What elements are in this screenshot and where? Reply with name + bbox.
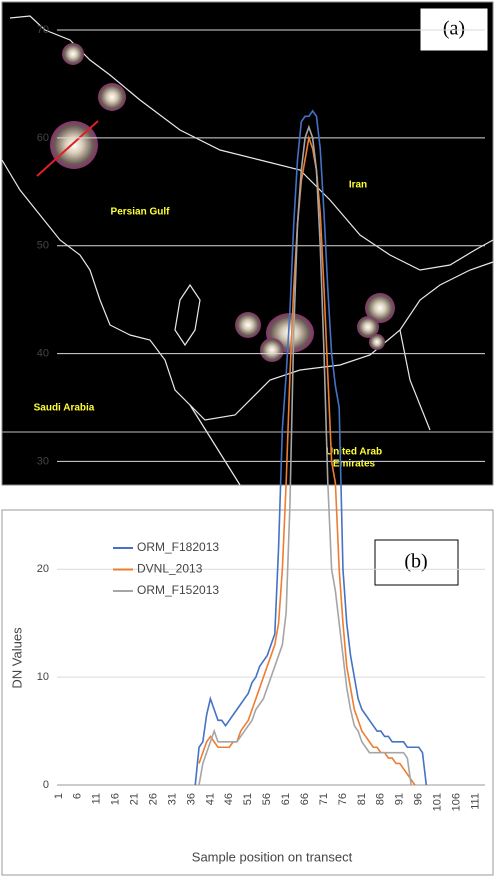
x-tick-label: 71 xyxy=(318,793,330,805)
map-label: Iran xyxy=(349,180,367,191)
light xyxy=(369,334,385,350)
x-tick-label: 1 xyxy=(53,793,65,799)
transect xyxy=(36,120,99,177)
coast-north xyxy=(9,15,494,271)
x-tick-label: 6 xyxy=(72,793,84,799)
x-tick-label: 76 xyxy=(337,793,349,805)
legend-label: ORM_F182013 xyxy=(137,540,219,554)
panel-label: (b) xyxy=(404,551,427,573)
panel-label-box xyxy=(374,539,459,586)
coast-south xyxy=(1,159,494,421)
y-tick-label: 20 xyxy=(37,563,49,575)
x-tick-label: 101 xyxy=(432,793,444,811)
legend-label: ORM_F152013 xyxy=(137,583,219,597)
map-label: Saudi Arabia xyxy=(34,403,95,414)
coastlines xyxy=(1,15,494,486)
border-oman xyxy=(399,329,431,431)
light xyxy=(98,83,126,111)
x-tick-label: 26 xyxy=(147,793,159,805)
x-tick-label: 106 xyxy=(450,793,462,811)
lights xyxy=(50,43,395,362)
map-label: Persian Gulf xyxy=(111,207,171,218)
x-axis-label: Sample position on transect xyxy=(192,849,353,864)
y-axis-label: DN Values xyxy=(9,627,24,689)
series-line xyxy=(194,109,428,786)
y-tick-label: 40 xyxy=(37,347,49,359)
map-panel: (a) Iran Persian Gulf Saudi Arabia Unite… xyxy=(1,1,494,486)
x-tick-label: 21 xyxy=(129,793,141,805)
x-tick-label: 46 xyxy=(223,793,235,805)
panel-label: (a) xyxy=(443,18,465,40)
x-tick-label: 31 xyxy=(166,793,178,805)
x-tick-label: 41 xyxy=(204,793,216,805)
light xyxy=(260,338,284,362)
map-background xyxy=(1,1,494,486)
y-tick-label: 10 xyxy=(37,671,49,683)
light xyxy=(365,293,395,323)
x-tick-label: 51 xyxy=(242,793,254,805)
light xyxy=(235,312,261,338)
series-line xyxy=(198,124,412,786)
x-tick-label: 11 xyxy=(91,793,103,804)
y-tick-label: 0 xyxy=(43,779,49,791)
x-tick-label: 111 xyxy=(469,793,481,810)
border-saudi xyxy=(189,404,241,486)
x-tick-label: 81 xyxy=(356,793,368,805)
x-tick-label: 56 xyxy=(261,793,273,805)
map-label: Emirates xyxy=(333,459,376,470)
x-tick-label: 91 xyxy=(394,793,406,805)
x-tick-label: 61 xyxy=(280,793,292,805)
y-tick-label: 50 xyxy=(37,240,49,252)
x-tick-label: 86 xyxy=(375,793,387,805)
y-tick-label: 30 xyxy=(37,455,49,467)
y-tick-label: 70 xyxy=(37,24,49,36)
x-tick-label: 16 xyxy=(110,793,122,805)
y-tick-label: 60 xyxy=(37,132,49,144)
chart-panel: (b) DN Values Sample position on transec… xyxy=(1,24,494,876)
light xyxy=(62,43,84,65)
qatar xyxy=(174,283,201,347)
x-tick-label: 36 xyxy=(185,793,197,805)
x-tick-label: 66 xyxy=(299,793,311,805)
light xyxy=(357,316,379,338)
legend-label: DVNL_2013 xyxy=(137,562,203,576)
map-label: United Arab xyxy=(326,447,382,458)
x-tick-label: 96 xyxy=(413,793,425,805)
